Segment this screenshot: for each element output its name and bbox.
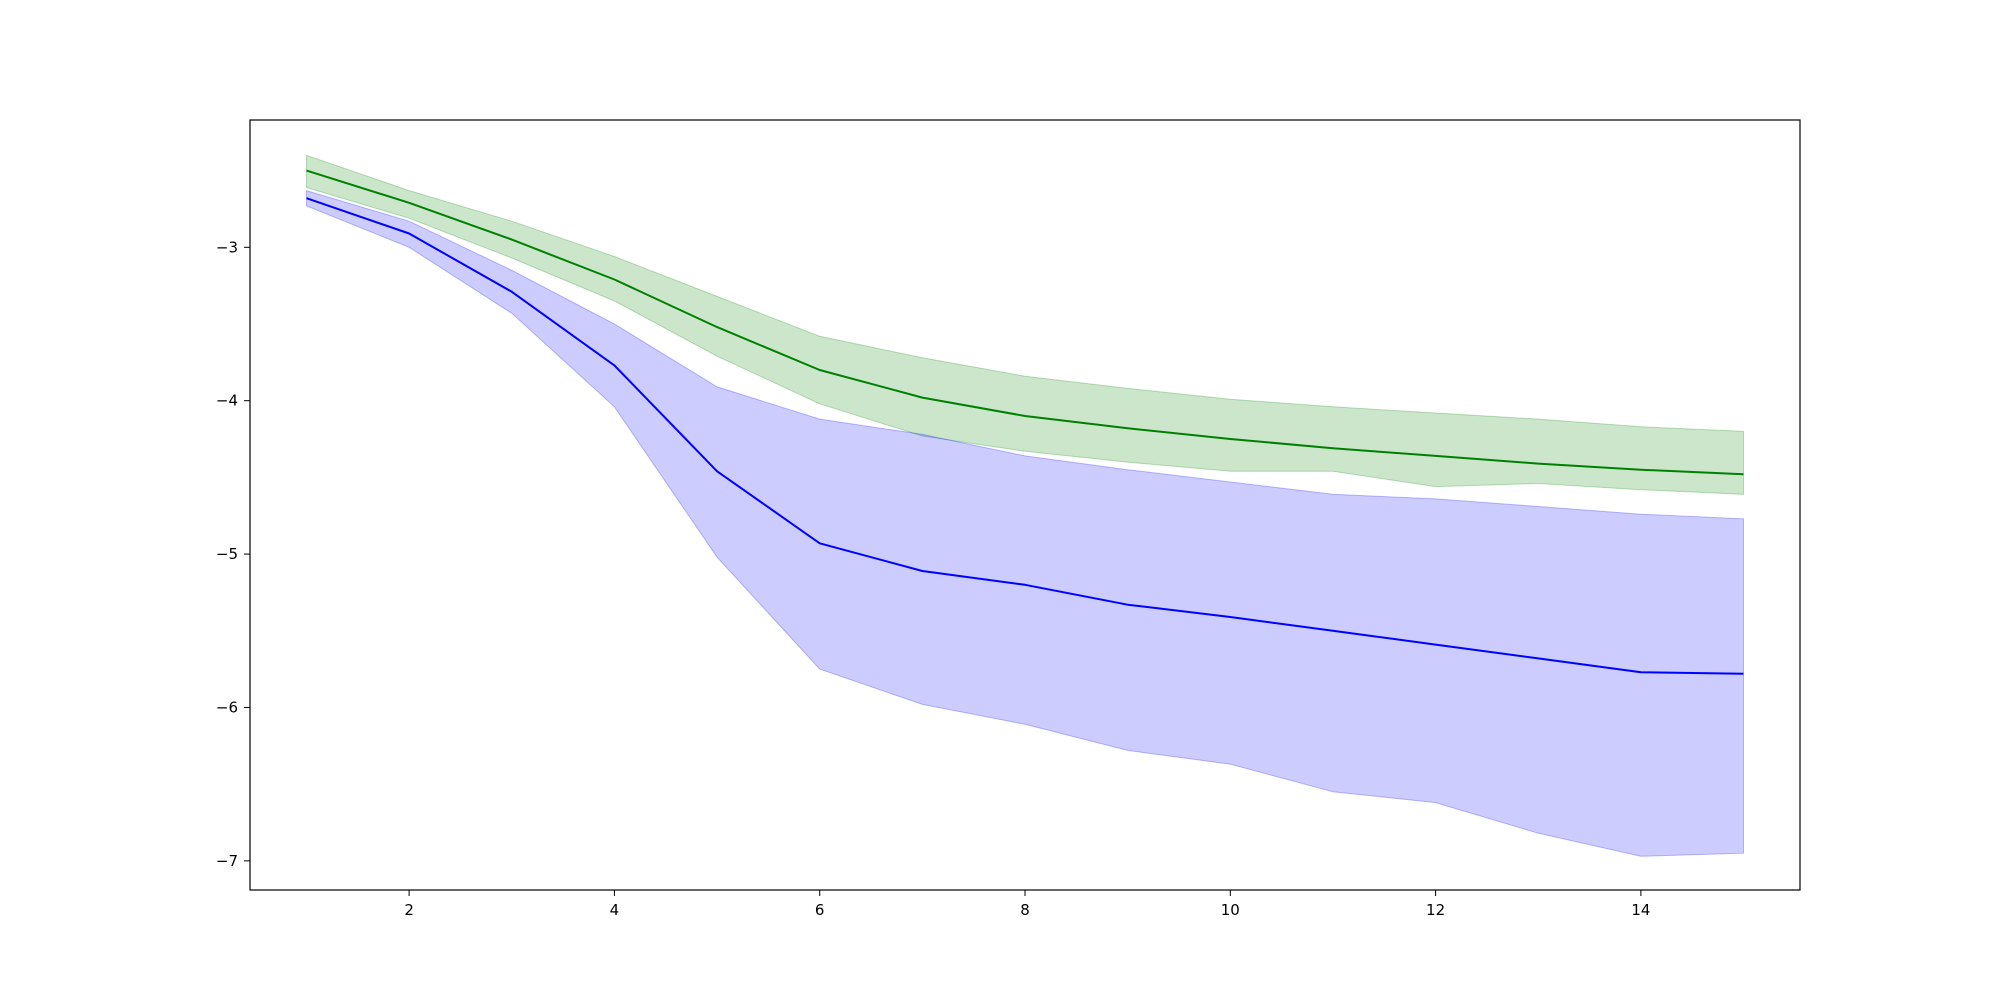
x-tick-label: 2 [404, 901, 414, 919]
y-tick-label: −3 [216, 238, 238, 256]
confidence-bands [306, 154, 1744, 857]
x-tick-label: 12 [1426, 901, 1445, 919]
series-2-line [306, 197, 1744, 675]
x-tick-label: 6 [815, 901, 825, 919]
y-tick-label: −4 [216, 392, 238, 410]
y-axis-ticks: −3 −4 −5 −6 −7 [216, 238, 250, 870]
series-lines [306, 169, 1744, 675]
y-tick-label: −7 [216, 852, 238, 870]
series-1-band [306, 154, 1744, 495]
x-tick-label: 4 [610, 901, 620, 919]
x-axis-ticks: 2 4 6 8 10 12 14 [404, 890, 1650, 919]
y-tick-label: −5 [216, 545, 238, 563]
x-tick-label: 8 [1020, 901, 1030, 919]
x-tick-label: 14 [1631, 901, 1650, 919]
series-2-band [306, 189, 1744, 857]
series-1-line [306, 169, 1744, 476]
y-tick-label: −6 [216, 698, 238, 716]
x-tick-label: 10 [1221, 901, 1240, 919]
